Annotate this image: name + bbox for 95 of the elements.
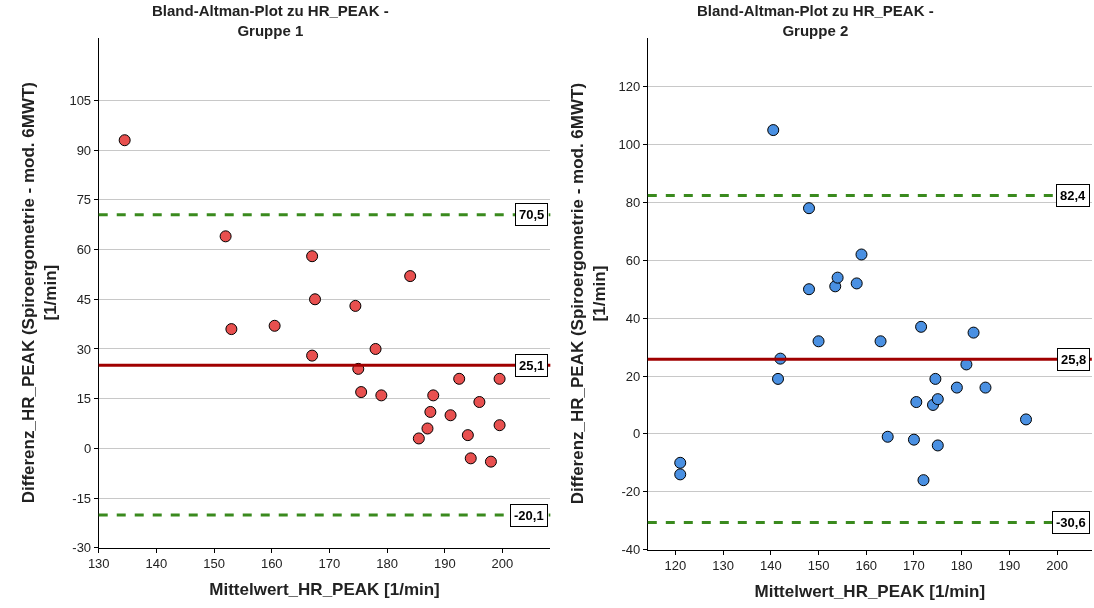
point	[444, 409, 457, 422]
point	[118, 134, 131, 147]
point	[931, 439, 944, 452]
point	[1020, 413, 1033, 426]
x-tick-label: 160	[260, 556, 283, 572]
y-tick-label: 120	[618, 79, 641, 95]
y-tick-label: 40	[625, 310, 641, 326]
y-axis-title: Differenz_HR_PEAK (Spiroergometrie - mod. 6MWT) [1/min]	[18, 82, 60, 504]
x-tick-label: 200	[1046, 558, 1068, 574]
point	[493, 419, 506, 432]
point	[421, 422, 434, 435]
x-tick-label: 140	[145, 556, 168, 572]
y-tick-label: 15	[76, 391, 92, 407]
point	[917, 474, 930, 487]
point	[803, 283, 816, 296]
x-tick-label: 150	[203, 556, 225, 572]
y-tick-label: 75	[76, 192, 92, 208]
point	[427, 389, 440, 402]
chart-title: Bland-Altman-Plot zu HR_PEAK - Gruppe 1	[152, 2, 389, 39]
point	[355, 386, 368, 399]
point	[881, 430, 894, 443]
point	[674, 456, 687, 469]
ref-line-label: 25,8	[1061, 352, 1087, 367]
x-tick-label: 120	[664, 558, 687, 574]
point	[461, 429, 474, 442]
point	[484, 455, 497, 468]
point	[929, 372, 942, 385]
x-tick-label: 130	[712, 558, 735, 574]
y-tick-label: 80	[625, 194, 641, 210]
point	[219, 230, 232, 243]
ref-line-label: -30,6	[1056, 515, 1086, 530]
point	[424, 405, 437, 418]
point	[306, 349, 319, 362]
x-tick-label: 170	[318, 556, 341, 572]
y-tick-label: 30	[76, 341, 92, 357]
point	[375, 389, 388, 402]
point	[464, 452, 477, 465]
y-tick-label: 0	[632, 426, 641, 442]
ref-line-label: 82,4	[1060, 188, 1087, 203]
x-tick-label: 180	[950, 558, 973, 574]
point	[309, 293, 322, 306]
y-tick-label: 60	[76, 242, 92, 258]
y-tick-label: -15	[72, 490, 92, 506]
point	[812, 335, 825, 348]
point	[950, 381, 963, 394]
ref-line-label: 70,5	[519, 207, 545, 222]
point	[907, 433, 920, 446]
x-tick-label: 130	[87, 556, 110, 572]
point	[412, 432, 425, 445]
y-tick-label: 105	[69, 93, 92, 109]
x-tick-label: 190	[433, 556, 456, 572]
y-tick-label: -30	[72, 540, 92, 556]
ref-line-label: 25,1	[519, 358, 545, 373]
x-tick-label: 160	[855, 558, 878, 574]
y-tick-label: 90	[76, 142, 92, 158]
point	[493, 372, 506, 385]
x-tick-label: 180	[376, 556, 398, 572]
point	[674, 468, 687, 481]
ref-line-label: -20,1	[514, 508, 544, 523]
y-tick-label: 20	[625, 368, 641, 384]
x-axis-title: Mittelwert_HR_PEAK [1/min]	[754, 581, 986, 601]
chart-title: Bland-Altman-Plot zu HR_PEAK - Gruppe 2	[697, 2, 934, 39]
point	[306, 250, 319, 263]
point	[404, 270, 417, 283]
x-tick-label: 200	[491, 556, 514, 572]
y-tick-label: 60	[625, 252, 641, 268]
y-tick-label: -20	[621, 484, 641, 500]
y-tick-label: -40	[621, 542, 641, 558]
point	[831, 271, 844, 284]
point	[850, 277, 863, 290]
point	[855, 248, 868, 261]
x-axis-title: Mittelwert_HR_PEAK [1/min]	[209, 579, 440, 599]
y-tick-label: 45	[76, 291, 92, 307]
point	[369, 342, 382, 355]
point	[473, 396, 486, 408]
point	[874, 335, 887, 348]
x-tick-label: 170	[903, 558, 925, 574]
y-tick-label: 100	[618, 137, 641, 153]
x-tick-label: 140	[760, 558, 782, 574]
y-axis-title: Differenz_HR_PEAK (Spiroergometrie - mod. 6MWT) [1/min]	[567, 82, 610, 505]
y-tick-label: 0	[83, 440, 92, 456]
point	[910, 396, 923, 409]
point	[225, 323, 238, 336]
x-tick-label: 150	[807, 558, 830, 574]
point	[772, 372, 784, 385]
point	[979, 381, 992, 394]
point	[767, 124, 780, 137]
x-tick-label: 190	[998, 558, 1021, 574]
point	[349, 299, 362, 312]
point	[803, 202, 816, 215]
point	[931, 393, 944, 406]
point	[967, 326, 980, 339]
point	[453, 372, 466, 385]
point	[268, 319, 281, 332]
point	[915, 320, 928, 333]
